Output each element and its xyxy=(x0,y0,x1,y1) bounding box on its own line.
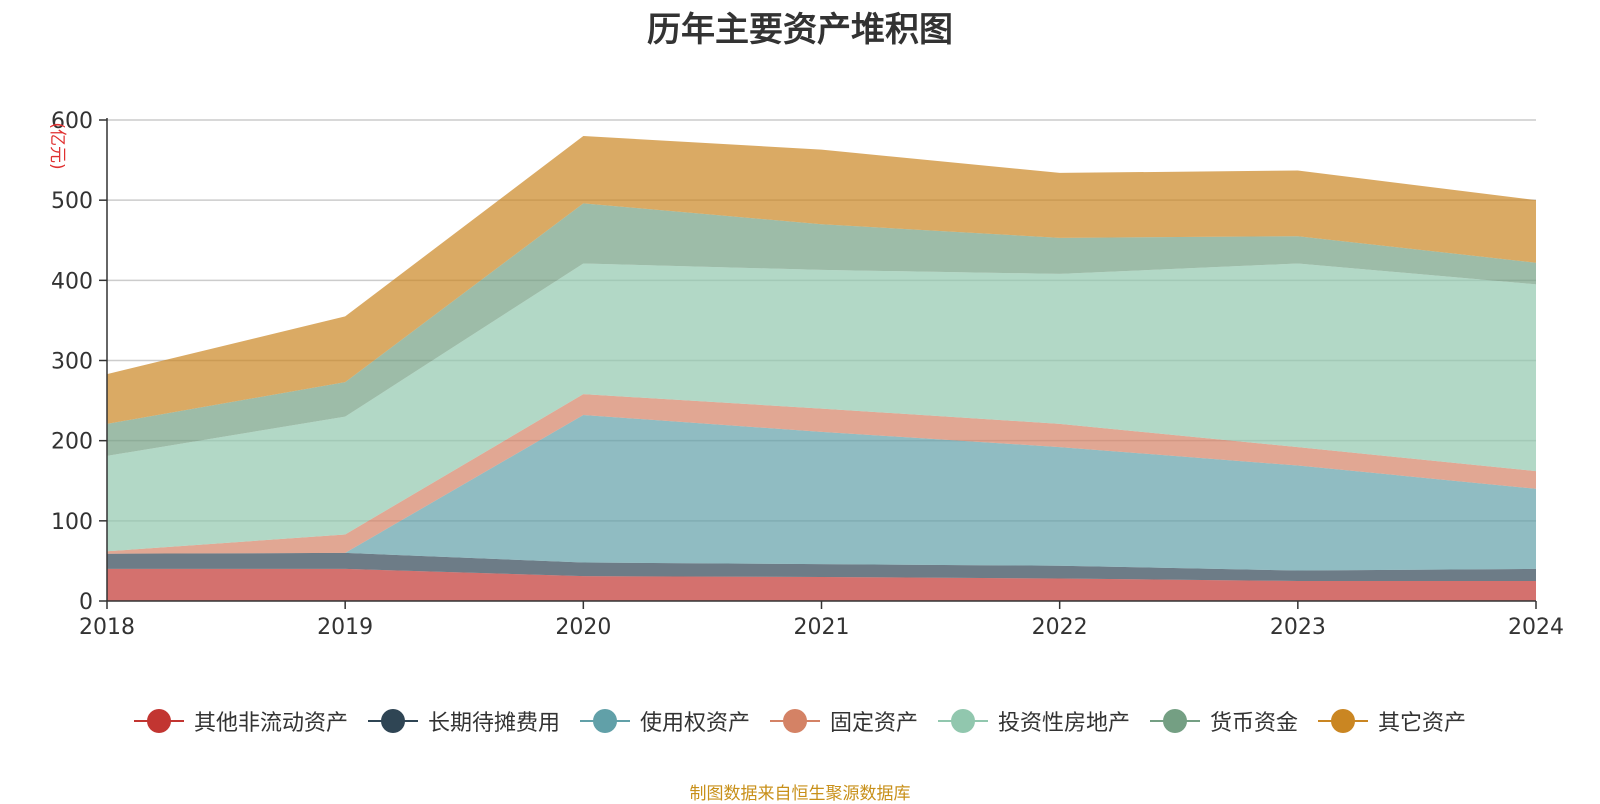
legend-item[interactable]: 其它资产 xyxy=(1318,705,1466,737)
y-tick-label: 500 xyxy=(51,189,93,214)
area-series-6 xyxy=(107,136,1536,424)
legend-label: 固定资产 xyxy=(829,711,918,736)
area-series-2 xyxy=(107,415,1536,571)
legend-dot xyxy=(146,709,171,733)
y-tick-label: 400 xyxy=(51,269,93,294)
legend-item[interactable]: 货币资金 xyxy=(1150,705,1298,737)
area-series-1 xyxy=(107,552,1536,581)
legend-item[interactable]: 长期待摊费用 xyxy=(367,705,560,737)
legend-label: 投资性房地产 xyxy=(998,711,1131,736)
y-tick-label: 100 xyxy=(51,510,93,535)
area-series-4 xyxy=(107,263,1536,552)
y-tick-label: 0 xyxy=(79,590,93,615)
legend-dot xyxy=(592,709,617,733)
legend-item[interactable]: 使用权资产 xyxy=(579,705,750,737)
legend-dot xyxy=(1163,709,1188,733)
y-unit-label: (亿元) xyxy=(47,122,67,169)
x-tick-label: 2023 xyxy=(1270,615,1326,640)
x-tick-label: 2024 xyxy=(1508,615,1564,640)
legend-item[interactable]: 固定资产 xyxy=(769,705,918,737)
legend-marker xyxy=(133,709,184,733)
chart-title: 历年主要资产堆积图 xyxy=(647,10,953,50)
legend-item[interactable]: 投资性房地产 xyxy=(938,705,1130,737)
legend-label: 其它资产 xyxy=(1378,711,1467,736)
x-tick-label: 2022 xyxy=(1032,615,1088,640)
legend-dot xyxy=(380,709,405,733)
legend-dot xyxy=(1331,709,1356,733)
legend-dot xyxy=(782,709,807,733)
y-tick-label: 200 xyxy=(51,430,93,455)
x-tick-label: 2020 xyxy=(555,615,611,640)
source-note: 制图数据来自恒生聚源数据库 xyxy=(689,784,911,804)
legend-marker xyxy=(938,709,988,733)
x-tick-label: 2019 xyxy=(317,615,373,640)
legend-marker xyxy=(579,709,630,733)
legend-item[interactable]: 其他非流动资产 xyxy=(133,705,348,737)
legend-marker xyxy=(1150,709,1201,733)
tick-labels: 0 100 200 300 400 500 600 2018 2019 2020 2021 2022 2… xyxy=(51,109,1564,640)
legend-label: 其他非流动资产 xyxy=(193,711,348,736)
area-series-3 xyxy=(107,394,1536,554)
area-series-0 xyxy=(107,568,1536,601)
y-tick-label: 600 xyxy=(51,109,93,134)
legend-marker xyxy=(1318,709,1369,733)
legend-label: 长期待摊费用 xyxy=(427,711,560,736)
y-tick-label: 300 xyxy=(51,350,93,375)
axes xyxy=(99,118,1537,609)
legend-label: 货币资金 xyxy=(1210,711,1299,736)
legend-marker xyxy=(367,709,418,733)
area-series-5 xyxy=(107,203,1536,456)
legend: 其他非流动资产 长期待摊费用 使用权资产 固定资产 投资性房地产 货币资金 其它资产 xyxy=(0,705,1600,737)
x-tick-label: 2021 xyxy=(794,615,850,640)
stacked-areas xyxy=(107,136,1536,601)
legend-label: 使用权资产 xyxy=(639,711,750,736)
legend-marker xyxy=(769,709,820,733)
legend-dot xyxy=(951,709,975,733)
x-tick-label: 2018 xyxy=(79,615,135,640)
